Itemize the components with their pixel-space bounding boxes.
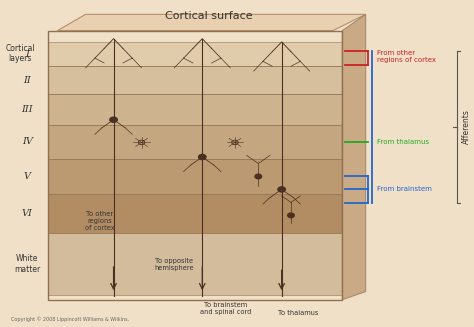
Text: To thalamus: To thalamus xyxy=(278,310,318,316)
Circle shape xyxy=(199,154,206,160)
Text: IV: IV xyxy=(22,137,33,146)
Text: II: II xyxy=(23,76,31,84)
Polygon shape xyxy=(48,194,342,233)
Text: VI: VI xyxy=(22,209,33,218)
Circle shape xyxy=(110,117,117,122)
Polygon shape xyxy=(342,14,365,300)
Text: V: V xyxy=(24,172,31,181)
Text: To brainstem
and spinal cord: To brainstem and spinal cord xyxy=(200,302,251,315)
Polygon shape xyxy=(48,159,342,194)
Text: From other
regions of cortex: From other regions of cortex xyxy=(377,50,437,63)
Circle shape xyxy=(278,187,285,192)
Text: III: III xyxy=(21,105,33,114)
Polygon shape xyxy=(48,42,342,66)
Text: Cortical surface: Cortical surface xyxy=(165,11,253,21)
Text: White
matter: White matter xyxy=(14,254,40,274)
Polygon shape xyxy=(48,233,342,295)
Polygon shape xyxy=(48,66,342,94)
Circle shape xyxy=(255,174,262,179)
Circle shape xyxy=(288,213,294,218)
Text: From brainstem: From brainstem xyxy=(377,186,432,192)
Text: From thalamus: From thalamus xyxy=(377,139,429,146)
Text: Afferents: Afferents xyxy=(462,110,471,144)
Text: To other
regions
of cortex: To other regions of cortex xyxy=(85,211,114,231)
Text: Cortical
layers: Cortical layers xyxy=(5,43,35,63)
Polygon shape xyxy=(57,14,365,30)
Text: To opposite
hemisphere: To opposite hemisphere xyxy=(155,258,194,270)
Polygon shape xyxy=(48,125,342,159)
Text: Copyright © 2008 Lippincott Williams & Wilkins.: Copyright © 2008 Lippincott Williams & W… xyxy=(11,317,129,322)
Polygon shape xyxy=(48,94,342,125)
Text: I: I xyxy=(25,50,29,59)
